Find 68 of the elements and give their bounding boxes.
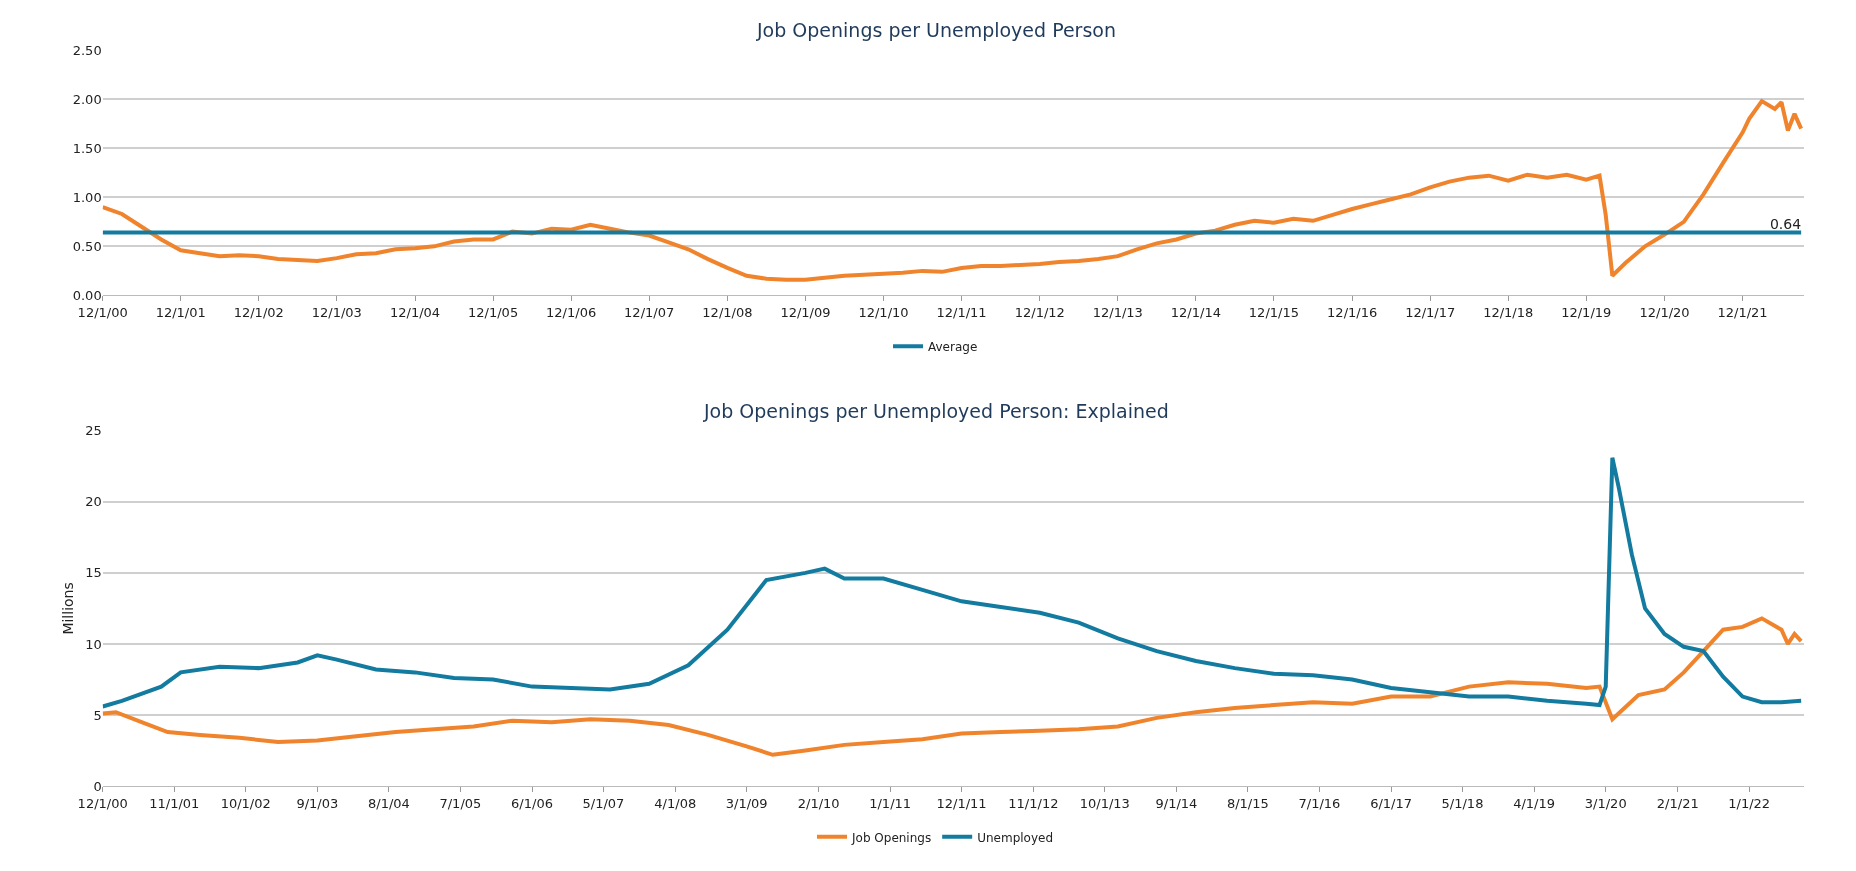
x-tick-label: 12/1/06 <box>546 305 597 321</box>
y-tick-label: 0.00 <box>72 287 102 303</box>
x-tick-label: 10/1/02 <box>220 795 271 811</box>
y-tick-label: 25 <box>85 423 102 439</box>
x-tick-label: 3/1/20 <box>1584 795 1627 811</box>
y-tick-label: 5 <box>93 707 102 723</box>
line-series <box>102 616 1804 757</box>
line-series <box>102 455 1804 709</box>
x-tick-label: 12/1/02 <box>233 305 284 321</box>
x-tick-label: 12/1/19 <box>1561 305 1612 321</box>
x-tick-label: 9/1/03 <box>296 795 339 811</box>
x-tick-label: 6/1/17 <box>1370 795 1412 811</box>
x-tick-label: 8/1/15 <box>1226 795 1269 811</box>
x-tick-label: 12/1/01 <box>155 305 206 321</box>
x-tick-label: 12/1/09 <box>780 305 831 321</box>
x-tick-label: 12/1/11 <box>936 305 987 321</box>
x-tick-label: 12/1/14 <box>1170 305 1221 321</box>
y-tick-label: 1.00 <box>72 189 102 205</box>
x-tick-label: 8/1/04 <box>368 795 410 811</box>
x-tick-label: 11/1/01 <box>149 795 200 811</box>
y-tick-label: 2.00 <box>72 91 102 107</box>
x-tick-label: 7/1/16 <box>1298 795 1341 811</box>
x-tick-label: 5/1/07 <box>582 795 625 811</box>
line-series <box>102 99 1804 282</box>
x-tick-label: 12/1/15 <box>1248 305 1299 321</box>
x-tick-label: 5/1/18 <box>1441 795 1484 811</box>
y-tick-label: 20 <box>85 494 102 510</box>
x-tick-label: 12/1/18 <box>1483 305 1534 321</box>
x-tick-label: 12/1/00 <box>77 795 128 811</box>
y-tick-label: 15 <box>85 565 102 581</box>
x-tick-label: 6/1/06 <box>511 795 553 811</box>
y-tick-label: 0.50 <box>72 238 102 254</box>
x-tick-label: 4/1/08 <box>654 795 697 811</box>
legend-label: Average <box>928 339 978 354</box>
y-tick-label: 1.50 <box>72 140 102 156</box>
x-tick-label: 12/1/00 <box>77 305 128 321</box>
x-tick-label: 11/1/12 <box>1008 795 1059 811</box>
x-tick-label: 12/1/13 <box>1092 305 1143 321</box>
x-tick-label: 2/1/21 <box>1656 795 1699 811</box>
y-tick-label: 2.50 <box>72 42 102 58</box>
x-tick-label: 12/1/03 <box>311 305 362 321</box>
data-label: 0.64 <box>1769 216 1802 233</box>
x-tick-label: 2/1/10 <box>797 795 840 811</box>
x-tick-label: 12/1/08 <box>702 305 753 321</box>
chart-title: Job Openings per Unemployed Person: Explained <box>703 400 1169 422</box>
x-tick-label: 1/1/22 <box>1728 795 1771 811</box>
x-tick-label: 12/1/10 <box>858 305 909 321</box>
x-tick-label: 12/1/20 <box>1639 305 1690 321</box>
y-axis-title: Millions <box>59 582 76 635</box>
x-tick-label: 12/1/07 <box>624 305 675 321</box>
x-tick-label: 12/1/12 <box>1014 305 1065 321</box>
legend-label: Unemployed <box>977 830 1054 845</box>
x-tick-label: 12/1/11 <box>936 795 987 811</box>
chart-title: Job Openings per Unemployed Person <box>756 19 1116 41</box>
y-tick-label: 10 <box>85 636 102 652</box>
legend-label: Job Openings <box>851 830 932 845</box>
x-tick-label: 10/1/13 <box>1079 795 1130 811</box>
x-tick-label: 12/1/16 <box>1327 305 1378 321</box>
y-tick-label: 0 <box>93 778 102 794</box>
x-tick-label: 9/1/14 <box>1155 795 1198 811</box>
x-tick-label: 1/1/11 <box>869 795 912 811</box>
x-tick-label: 4/1/19 <box>1513 795 1556 811</box>
x-tick-label: 12/1/21 <box>1717 305 1768 321</box>
x-tick-label: 12/1/04 <box>389 305 441 321</box>
x-tick-label: 12/1/05 <box>468 305 519 321</box>
x-tick-label: 3/1/09 <box>725 795 768 811</box>
x-tick-label: 7/1/05 <box>439 795 482 811</box>
x-tick-label: 12/1/17 <box>1405 305 1456 321</box>
